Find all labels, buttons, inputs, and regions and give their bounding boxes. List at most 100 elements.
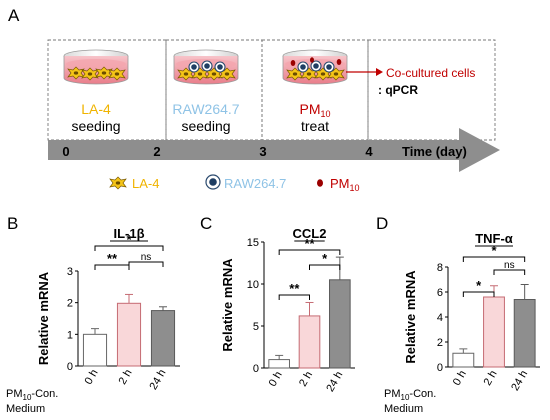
bar-0h	[268, 359, 290, 369]
legend-raw: RAW264.7	[224, 176, 286, 191]
y-tick-label: 3	[67, 266, 73, 278]
result-method: : qPCR	[378, 83, 418, 97]
bracket-line	[493, 269, 526, 275]
bar-24h	[150, 310, 176, 367]
timeline-arrow	[48, 128, 500, 172]
x-group-label: PM10-Con.	[384, 388, 436, 402]
x-tick-label: 24 h	[147, 368, 168, 393]
stage-1-action: seeding	[71, 118, 120, 134]
x-tick-label: 0 h	[267, 370, 285, 389]
chart-title: CCL2	[293, 226, 327, 241]
x-tick-label: 2 h	[117, 368, 135, 387]
y-tick-label: 0	[67, 361, 73, 373]
stage-2-action: seeding	[181, 118, 230, 134]
bar-2h	[483, 296, 505, 368]
panel-b-letter: B	[7, 214, 18, 233]
culture-dish-3	[282, 49, 348, 85]
bar-0h	[82, 333, 108, 367]
significance-bracket: *	[462, 278, 495, 297]
y-tick-label: 0	[253, 363, 259, 375]
y-axis-label: Relative mRNA	[36, 271, 51, 365]
bar-2h	[298, 315, 321, 369]
x-group-label-line2: Medium	[6, 403, 45, 415]
cell-legend: LA-4 RAW264.7 PM10	[109, 174, 360, 193]
pm-particle-icon	[317, 179, 323, 187]
bracket-line	[94, 245, 164, 251]
significance-bracket: ns	[493, 260, 526, 275]
legend-pm: PM10	[330, 176, 360, 193]
bar-0h	[452, 352, 475, 368]
y-tick-label: 6	[437, 287, 443, 299]
bracket-line	[128, 261, 164, 267]
y-tick-label: 10	[247, 279, 259, 291]
significance-bracket: **	[278, 281, 310, 300]
chart-b: IL-1β Relative mRNA 0 1 2 3 0 h 2 h 24 h ** ns * PM1…	[6, 226, 180, 415]
la4-cell-icon	[109, 176, 127, 190]
y-tick-label: 0	[437, 362, 443, 374]
result-arrow	[346, 68, 383, 76]
significance-bracket: **	[94, 251, 130, 270]
significance-bracket: **	[278, 236, 341, 255]
y-tick-label: 1	[67, 329, 73, 341]
raw-cell-icon	[205, 174, 221, 190]
significance-bracket: *	[94, 232, 164, 251]
significance-label: *	[322, 251, 328, 266]
significance-label: **	[107, 251, 118, 266]
y-tick-label: 2	[437, 337, 443, 349]
significance-bracket: *	[462, 243, 526, 262]
significance-bracket: ns	[128, 252, 164, 267]
x-tick-label: 2 h	[482, 369, 500, 388]
panel-a: A	[8, 6, 500, 193]
time-tick-0: 0	[62, 144, 69, 159]
chart-title: IL-1β	[113, 226, 144, 241]
x-tick-label: 0 h	[83, 368, 101, 387]
significance-bracket: *	[309, 251, 341, 270]
bracket-line	[94, 264, 130, 270]
stage-3-name: PM10	[299, 101, 330, 119]
y-axis-label: Relative mRNA	[403, 270, 418, 364]
bracket-line	[278, 294, 310, 300]
significance-label: ns	[141, 252, 152, 263]
time-tick-4: 4	[365, 144, 373, 159]
time-tick-3: 3	[259, 144, 266, 159]
y-tick-label: 5	[253, 321, 259, 333]
bar-24h	[513, 299, 536, 368]
x-group-label: PM10-Con.	[6, 388, 58, 402]
significance-label: ns	[504, 260, 515, 271]
panel-a-letter: A	[8, 6, 20, 25]
significance-label: *	[126, 232, 132, 247]
bar-2h	[116, 302, 142, 367]
x-group-label-line2: Medium	[384, 403, 423, 415]
result-label: Co-cultured cells	[386, 66, 475, 80]
x-tick-label: 2 h	[297, 370, 315, 389]
y-tick-label: 8	[437, 262, 443, 274]
culture-dish-1	[63, 49, 129, 85]
stage-1-name: LA-4	[81, 101, 111, 117]
stage-box-3	[261, 39, 369, 141]
time-tick-2: 2	[153, 144, 160, 159]
significance-label: **	[304, 236, 315, 251]
bar-24h	[329, 279, 351, 369]
significance-label: **	[289, 281, 300, 296]
y-tick-label: 4	[437, 312, 443, 324]
stage-2-name: RAW264.7	[172, 101, 239, 117]
bracket-line	[278, 249, 341, 255]
chart-title: TNF-α	[475, 231, 513, 246]
bracket-line	[462, 291, 495, 297]
timeline-label: Time (day)	[402, 144, 467, 159]
bracket-line	[462, 256, 526, 262]
x-tick-label: 24 h	[324, 370, 345, 395]
bracket-line	[309, 264, 341, 270]
x-tick-label: 24 h	[509, 369, 530, 394]
significance-label: *	[491, 243, 497, 258]
significance-label: *	[476, 278, 482, 293]
panel-d-letter: D	[376, 214, 388, 233]
stage-3-action: treat	[301, 118, 329, 134]
y-axis-label: Relative mRNA	[220, 258, 235, 352]
panel-c-letter: C	[200, 214, 212, 233]
y-tick-label: 15	[247, 237, 259, 249]
y-tick-label: 2	[67, 298, 73, 310]
